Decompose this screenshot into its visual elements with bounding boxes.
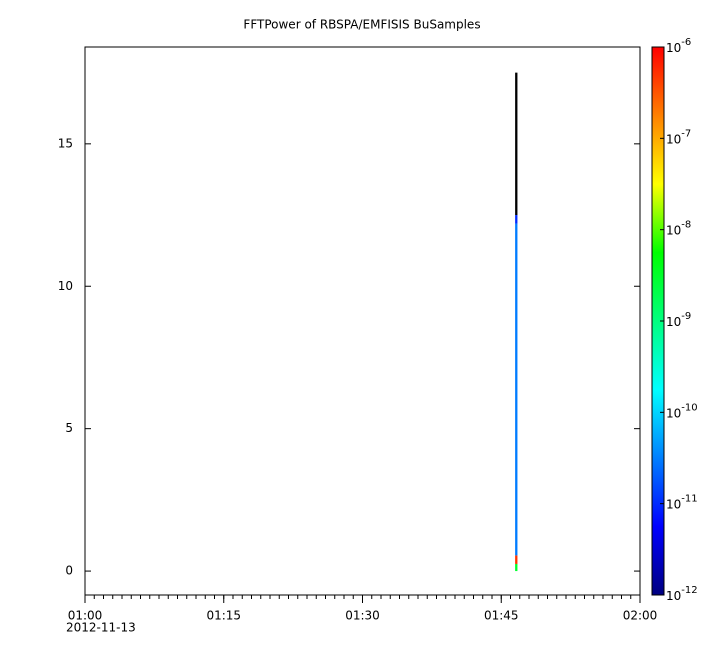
spectrogram-cell [515, 223, 518, 556]
spectrogram-cell [515, 72, 518, 216]
z-tick-base: 10 [666, 315, 681, 329]
z-tick-base: 10 [666, 223, 681, 237]
z-tick-exp: -8 [681, 220, 691, 231]
z-tick-exp: -6 [681, 37, 691, 48]
x-tick-label: 01:00 [68, 609, 103, 623]
date-label: 2012-11-13 [66, 621, 136, 635]
z-tick-exp: -12 [681, 585, 697, 596]
z-tick-exp: -11 [681, 494, 697, 505]
z-tick-label: 10-12 [666, 585, 698, 603]
z-tick-label: 10-9 [666, 311, 691, 329]
spectrogram-cell [515, 563, 518, 572]
z-tick-exp: -9 [681, 311, 691, 322]
z-tick-label: 10-6 [666, 37, 691, 55]
chart-title: FFTPower of RBSPA/EMFISIS BuSamples [243, 18, 480, 32]
z-tick-label: 10-11 [666, 494, 698, 512]
y-tick-label: 15 [58, 136, 73, 150]
x-tick-label: 01:30 [345, 609, 380, 623]
z-tick-label: 10-10 [666, 402, 698, 420]
z-tick-base: 10 [666, 41, 681, 55]
z-tick-base: 10 [666, 132, 681, 146]
x-tick-label: 01:45 [484, 609, 519, 623]
z-tick-exp: -7 [681, 128, 691, 139]
plot-frame [84, 46, 641, 596]
z-tick-exp: -10 [681, 402, 697, 413]
z-tick-label: 10-8 [666, 220, 691, 238]
y-tick-label: 10 [58, 279, 73, 293]
spectrogram-cell [515, 555, 518, 564]
z-tick-base: 10 [666, 406, 681, 420]
spectrogram-cell [515, 215, 518, 224]
z-tick-base: 10 [666, 589, 681, 603]
y-tick-label: 5 [65, 421, 73, 435]
y-tick-label: 0 [65, 564, 73, 578]
x-tick-label: 01:15 [206, 609, 241, 623]
x-tick-label: 02:00 [623, 609, 658, 623]
z-tick-base: 10 [666, 497, 681, 511]
z-tick-label: 10-7 [666, 128, 691, 146]
